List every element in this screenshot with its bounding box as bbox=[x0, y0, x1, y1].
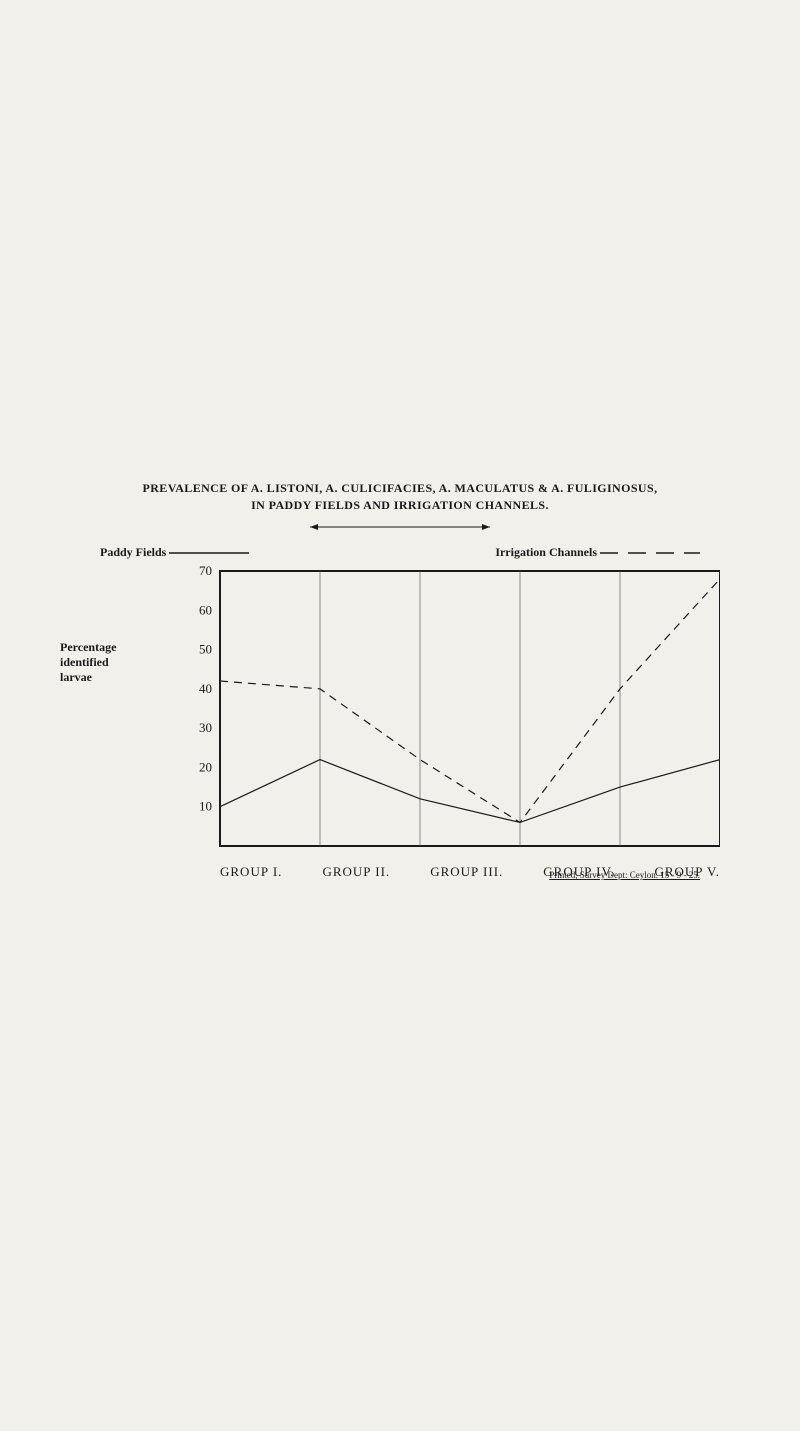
chart-title-line2: IN PADDY FIELDS AND IRRIGATION CHANNELS. bbox=[80, 497, 720, 514]
chart-figure: PREVALENCE OF A. LISTONI, A. CULICIFACIE… bbox=[80, 480, 720, 880]
svg-text:10: 10 bbox=[199, 798, 212, 813]
chart-title: PREVALENCE OF A. LISTONI, A. CULICIFACIE… bbox=[80, 480, 720, 515]
legend-right: Irrigation Channels bbox=[495, 545, 700, 560]
svg-text:30: 30 bbox=[199, 720, 212, 735]
chart-svg: 70 60 50 40 30 20 10 bbox=[80, 566, 720, 856]
title-divider-arrow bbox=[80, 519, 720, 537]
print-footnote: Printed, Survey Dept: Ceylon. 15 - 9 - 2… bbox=[549, 870, 700, 880]
x-axis-category: GROUP I. bbox=[220, 864, 282, 880]
svg-text:70: 70 bbox=[199, 566, 212, 578]
legend-left: Paddy Fields bbox=[100, 545, 249, 560]
y-axis-label-l1: Percentage bbox=[60, 640, 150, 655]
y-axis-label-l3: larvae bbox=[60, 670, 150, 685]
svg-text:60: 60 bbox=[199, 602, 212, 617]
x-axis-category: GROUP II. bbox=[322, 864, 390, 880]
svg-text:40: 40 bbox=[199, 681, 212, 696]
y-axis-label: Percentage identified larvae bbox=[60, 640, 150, 685]
chart-title-line1: PREVALENCE OF A. LISTONI, A. CULICIFACIE… bbox=[80, 480, 720, 497]
svg-text:20: 20 bbox=[199, 759, 212, 774]
svg-text:50: 50 bbox=[199, 641, 212, 656]
y-axis-label-l2: identified bbox=[60, 655, 150, 670]
legend-left-label: Paddy Fields bbox=[100, 545, 166, 559]
legend-row: Paddy Fields Irrigation Channels bbox=[80, 545, 720, 566]
x-axis-category: GROUP III. bbox=[430, 864, 503, 880]
legend-right-label: Irrigation Channels bbox=[495, 545, 597, 559]
